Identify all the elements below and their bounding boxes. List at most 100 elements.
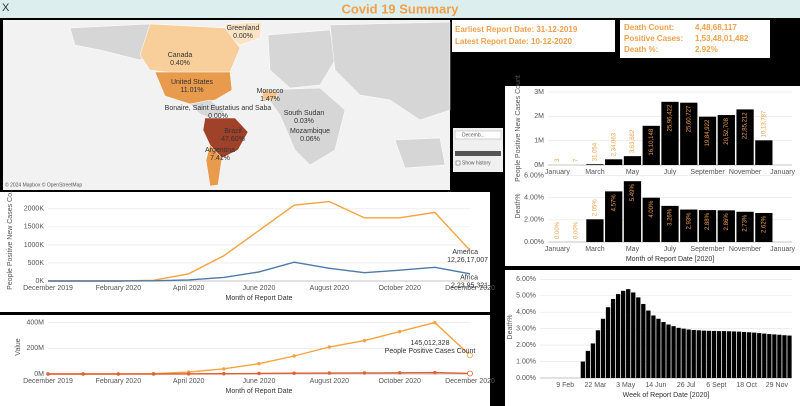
series-name: People Positive Cases Count	[385, 348, 476, 355]
x-axis-label: Month of Report Date	[226, 295, 293, 302]
map-region-value: 0.40%	[170, 60, 190, 67]
y-tick-label: 1000K	[24, 242, 45, 249]
bar	[706, 330, 711, 378]
x-tick-label: August 2020	[310, 285, 349, 292]
point	[362, 338, 367, 343]
x-tick-label: December 2020	[445, 285, 495, 292]
bar	[782, 335, 787, 378]
value-label: 0.00%	[574, 221, 580, 239]
point	[327, 345, 332, 349]
y-tick-label: 200M	[26, 345, 44, 352]
bar	[661, 205, 679, 242]
value-label: 25,60,727	[686, 105, 692, 132]
y-tick-label: 0M	[34, 371, 44, 378]
value-label: 31,054	[593, 142, 599, 161]
point	[222, 372, 226, 376]
bar	[698, 116, 717, 165]
bar	[610, 299, 616, 378]
bar	[747, 332, 752, 378]
y-tick-label: 5.00%	[516, 293, 536, 300]
bar	[623, 156, 642, 165]
bar	[716, 331, 722, 378]
map-region-value: 1.47%	[260, 96, 280, 103]
y-axis-label: Death%	[507, 315, 514, 340]
show-history-checkbox[interactable]	[455, 160, 461, 166]
map-region-name: Bonaire, Saint Eustatius and Saba	[165, 105, 272, 112]
map-countries	[139, 21, 279, 187]
x-tick-label: March	[585, 246, 605, 253]
value-label: 3,63,682	[630, 129, 636, 153]
point	[433, 370, 437, 375]
bar	[762, 333, 767, 378]
x-tick-label: June 2020	[243, 378, 276, 385]
y-tick-label: 0M	[534, 162, 544, 169]
bar	[642, 125, 660, 165]
map-region-value: 0.00%	[233, 33, 253, 40]
x-tick-label: April 2020	[173, 378, 205, 385]
x-tick-label: January	[545, 169, 570, 176]
kpi-value: 1,53,48,01,482	[695, 34, 749, 43]
value-label: 16,10,148	[649, 128, 655, 155]
bar	[755, 140, 773, 165]
series-end-label: 2,23,95,321	[451, 283, 488, 290]
series-line	[48, 261, 471, 282]
title-bar	[0, 0, 800, 18]
x-tick-label: August 2020	[310, 378, 349, 385]
bar	[656, 318, 661, 378]
x-tick-label: November	[729, 169, 762, 176]
map-region-value: 0.06%	[300, 136, 320, 143]
point	[292, 371, 296, 375]
x-tick-label: November	[729, 246, 762, 253]
kpi-value: 4,48,68,117	[695, 23, 737, 32]
filter-dropdown[interactable]	[454, 130, 502, 140]
bar	[691, 329, 696, 378]
value-label: 2.86%	[724, 213, 730, 231]
point	[222, 367, 226, 371]
map-region-name: Brazil	[224, 128, 242, 135]
bar	[636, 297, 641, 378]
kpi-panel	[620, 20, 770, 58]
bar	[698, 210, 717, 242]
map-region-value: 7.41%	[210, 155, 230, 162]
bar	[641, 303, 646, 378]
x-tick-label: 22 Mar	[585, 382, 607, 389]
close-button[interactable]: X	[2, 2, 10, 14]
y-tick-label: 0.00%	[524, 239, 544, 246]
point	[433, 320, 437, 325]
x-tick-label: September	[690, 169, 725, 176]
x-tick-label: January	[770, 169, 795, 176]
x-tick-label: October 2020	[378, 378, 421, 385]
map-region-name: South Sudan	[284, 110, 325, 117]
point	[397, 329, 402, 334]
value-label: 19,84,922	[705, 119, 711, 146]
point	[397, 371, 402, 375]
bar	[595, 330, 601, 378]
filter-buttons[interactable]	[455, 151, 501, 156]
value-label: 4.00%	[649, 200, 655, 218]
value-label: 10,13,787	[761, 110, 767, 137]
bar	[731, 331, 737, 378]
y-tick-label: 6.00%	[516, 276, 536, 283]
x-tick-label: 29 Nov	[766, 382, 789, 389]
bar	[717, 115, 735, 165]
bar	[586, 164, 604, 165]
x-tick-label: May	[626, 169, 640, 176]
x-tick-label: September	[690, 246, 725, 253]
x-axis-label: Month of Report Date [2020]	[626, 256, 714, 263]
x-tick-label: February 2020	[96, 285, 142, 292]
value-label: 3.26%	[668, 208, 674, 226]
latest-date: Latest Report Date: 10-12-2020	[455, 37, 572, 46]
x-tick-label: 3 May	[616, 382, 636, 389]
point	[186, 372, 191, 376]
point	[46, 372, 50, 376]
y-tick-label: 2M	[534, 113, 544, 120]
bar	[626, 289, 631, 378]
value-label: 2.73%	[743, 214, 749, 232]
value-panel	[0, 315, 490, 406]
x-tick-label: July	[664, 169, 677, 176]
map-region-name: Greenland	[227, 25, 260, 32]
y-tick-label: 3.00%	[516, 325, 536, 332]
series-name: America	[452, 249, 478, 256]
map-region-name: Mozambique	[290, 128, 330, 135]
bar	[681, 328, 686, 378]
